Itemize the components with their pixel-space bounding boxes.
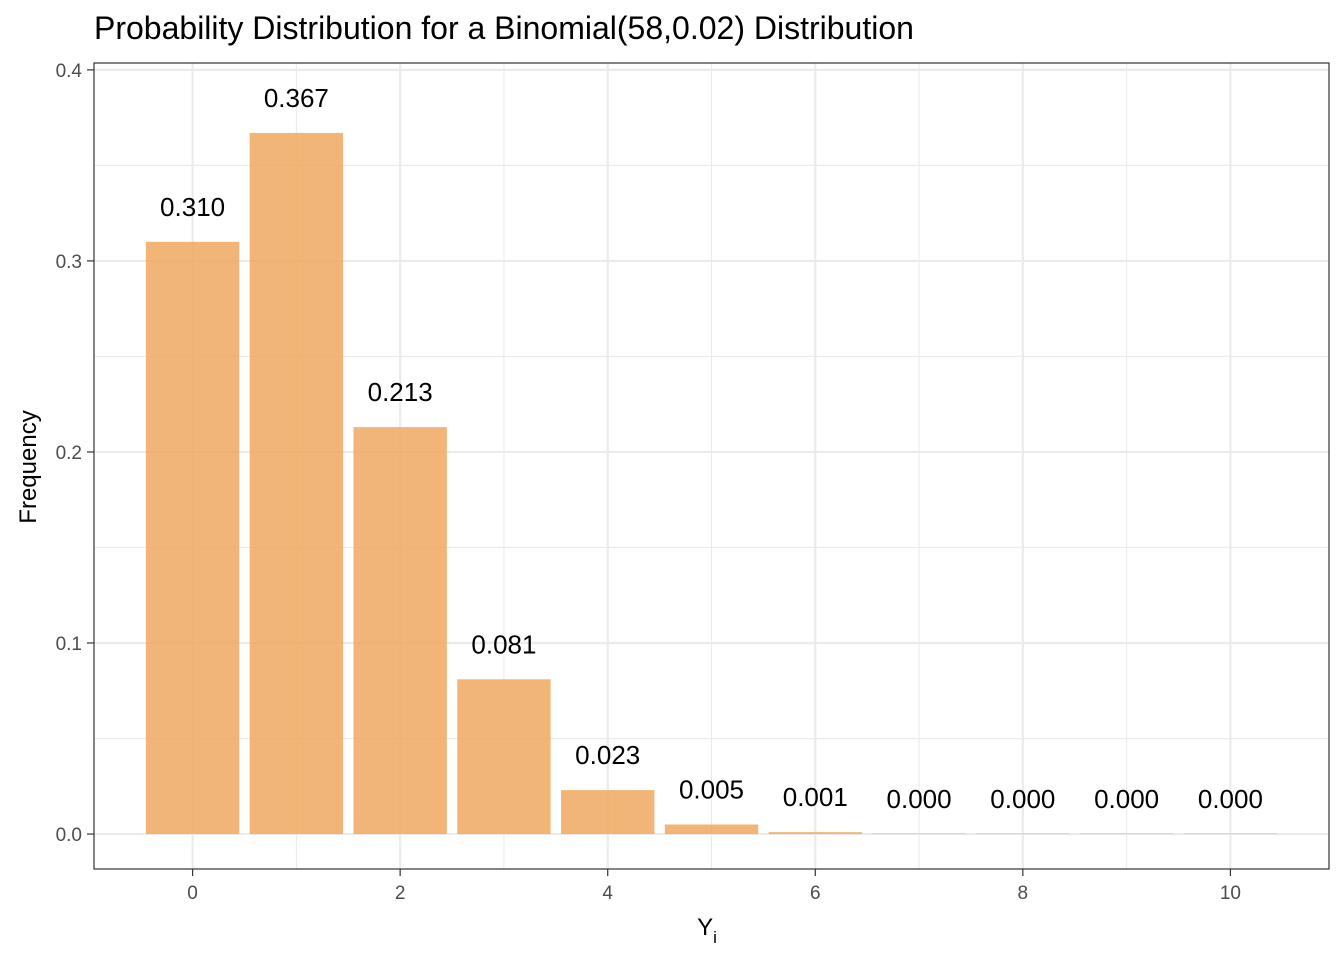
data-label: 0.213: [368, 377, 433, 407]
data-label: 0.005: [679, 774, 744, 804]
data-label: 0.081: [471, 629, 536, 659]
bar: [1183, 833, 1278, 835]
bar: [976, 833, 1070, 835]
bars: [145, 132, 1278, 835]
x-axis: 0 2 4 6 8 10: [187, 869, 1241, 904]
bar: [249, 132, 344, 835]
bar: [664, 824, 759, 835]
bar: [1079, 833, 1174, 835]
bar: [457, 679, 551, 835]
data-label: 0.000: [990, 784, 1055, 814]
x-tick-label: 6: [810, 883, 821, 904]
bar: [145, 241, 240, 835]
bar: [561, 790, 655, 835]
x-tick-label: 8: [1018, 883, 1029, 904]
y-tick-label: 0.4: [56, 61, 83, 82]
y-tick-label: 0.3: [56, 252, 82, 273]
y-axis-title: Frequency: [15, 410, 42, 523]
chart-title: Probability Distribution for a Binomial(…: [94, 10, 914, 46]
data-label: 0.000: [1198, 784, 1263, 814]
bar: [353, 427, 447, 835]
y-axis: 0.0 0.1 0.2 0.3 0.4: [56, 61, 94, 846]
bar: [768, 832, 862, 835]
data-label: 0.367: [264, 83, 329, 113]
x-axis-title-main: Y: [697, 914, 713, 941]
y-tick-label: 0.1: [56, 634, 82, 655]
x-tick-label: 10: [1220, 883, 1241, 904]
data-labels: 0.310 0.367 0.213 0.081 0.023 0.005 0.001 0.000…: [160, 83, 1263, 814]
x-axis-title-subscript: i: [713, 928, 717, 947]
bar: [872, 833, 966, 835]
data-label: 0.001: [783, 782, 848, 812]
y-tick-label: 0.0: [56, 825, 82, 846]
data-label: 0.023: [575, 740, 640, 770]
x-tick-label: 4: [602, 883, 613, 904]
data-label: 0.000: [887, 784, 952, 814]
x-tick-label: 2: [395, 883, 406, 904]
y-tick-label: 0.2: [56, 443, 82, 464]
data-label: 0.000: [1094, 784, 1159, 814]
plot-panel-border: [93, 62, 1330, 870]
data-label: 0.310: [160, 192, 225, 222]
x-axis-title: Yi: [697, 914, 717, 947]
x-tick-label: 0: [187, 883, 198, 904]
